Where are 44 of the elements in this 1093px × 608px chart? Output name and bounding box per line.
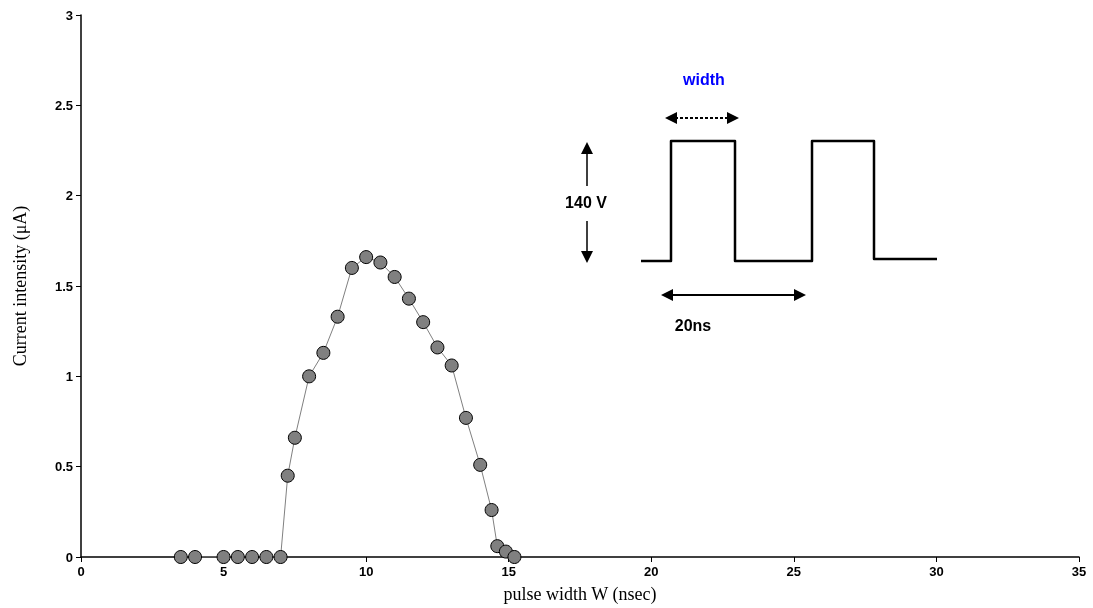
point <box>458 410 473 425</box>
annotation: 20ns <box>674 317 712 335</box>
point <box>173 550 188 564</box>
x-tick-label: 5 <box>219 564 228 579</box>
y-axis-title: Current intensity (μA) <box>10 205 31 367</box>
x-tick-label: 35 <box>1071 564 1087 579</box>
y-tick-label: 2.5 <box>54 97 73 113</box>
point <box>259 550 274 564</box>
point <box>359 250 374 265</box>
point <box>302 369 317 384</box>
point <box>484 503 499 518</box>
point <box>330 309 345 324</box>
x-tick-label: 30 <box>929 564 944 579</box>
point <box>344 260 359 275</box>
y-tick-label: 0.5 <box>54 459 73 475</box>
point <box>416 315 431 330</box>
point <box>373 255 388 270</box>
point <box>444 358 459 373</box>
point <box>230 550 245 564</box>
x-tick-label: 15 <box>501 564 516 579</box>
point <box>507 550 522 564</box>
point <box>287 430 302 445</box>
point <box>473 457 488 472</box>
point <box>387 269 402 284</box>
annotation: width <box>683 71 725 89</box>
y-tick-label: 0 <box>65 549 73 565</box>
point <box>216 550 231 564</box>
x-tick-label: 10 <box>358 564 374 579</box>
y-tick-label: 2 <box>65 188 73 204</box>
point <box>430 340 445 355</box>
point <box>273 550 288 564</box>
point <box>401 291 416 306</box>
x-axis-title: pulse width W (nsec) <box>503 584 657 605</box>
y-tick-label: 1 <box>65 368 73 384</box>
point <box>280 468 295 483</box>
y-tick-label: 3 <box>65 7 73 23</box>
annotation: 140 V <box>565 194 607 212</box>
point <box>245 550 260 564</box>
x-tick-label: 0 <box>77 564 85 579</box>
y-tick-label: 1.5 <box>54 278 73 294</box>
point <box>316 345 331 360</box>
x-tick-label: 25 <box>786 564 802 579</box>
x-tick-label: 20 <box>644 564 659 579</box>
point <box>188 550 203 564</box>
